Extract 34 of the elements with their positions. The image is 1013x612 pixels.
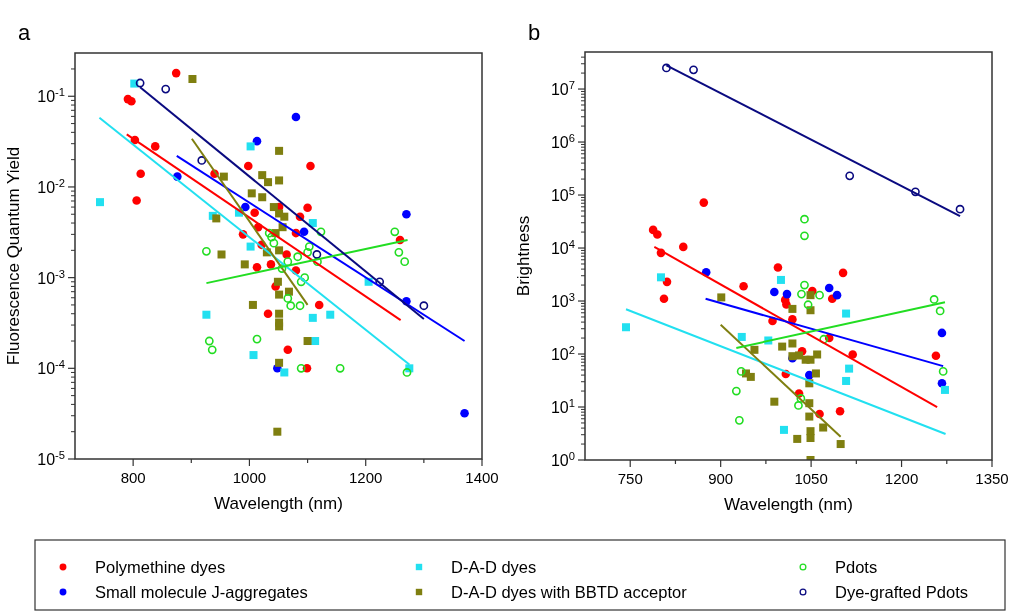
y-axis-title: Brightness [514, 215, 533, 297]
legend-label: D-A-D dyes with BBTD acceptor [451, 583, 688, 601]
y-tick-label: 10$^{7}$ [550, 79, 575, 99]
y-axis-title: Fluorescence Quantum Yield [4, 146, 23, 366]
y-tick-label: 10$^{-3}$ [37, 267, 65, 287]
y-tick-label: 10$^{5}$ [550, 185, 575, 205]
x-tick-label: 1050 [794, 470, 828, 487]
y-tick-label: 10$^{-5}$ [37, 449, 65, 468]
y-tick-label: 10$^{4}$ [550, 238, 575, 258]
y-tick-label: 10$^{6}$ [550, 132, 575, 152]
x-tick-label: 1200 [884, 470, 919, 487]
x-axis-title: Wavelength (nm) [724, 495, 853, 514]
y-tick-label: 10$^{-1}$ [37, 86, 65, 106]
x-tick-label: 1350 [975, 470, 1009, 487]
x-tick-label: 900 [708, 470, 734, 487]
legend-label: Polymethine dyes [95, 558, 226, 576]
y-tick-label: 10$^{-4}$ [37, 358, 65, 378]
legend-label: Pdots [835, 558, 878, 576]
legend-label: Small molecule J-aggregates [95, 583, 308, 601]
legend-label: D-A-D dyes [451, 558, 537, 576]
y-tick-label: 10$^{0}$ [550, 450, 575, 469]
x-tick-label: 1200 [349, 469, 383, 486]
x-axis-title: Wavelength (nm) [214, 494, 343, 513]
y-tick-label: 10$^{1}$ [550, 397, 575, 417]
chart-title: a [18, 20, 31, 45]
chart-title: b [528, 20, 541, 45]
legend-label: Dye-grafted Pdots [835, 583, 968, 601]
y-tick-label: 10$^{3}$ [550, 291, 575, 311]
x-tick-label: 1400 [465, 469, 499, 486]
x-tick-label: 1000 [232, 469, 267, 486]
x-tick-label: 750 [617, 470, 643, 487]
y-tick-label: 10$^{-2}$ [37, 176, 65, 196]
x-tick-label: 800 [120, 469, 146, 486]
y-tick-label: 10$^{2}$ [550, 344, 575, 364]
